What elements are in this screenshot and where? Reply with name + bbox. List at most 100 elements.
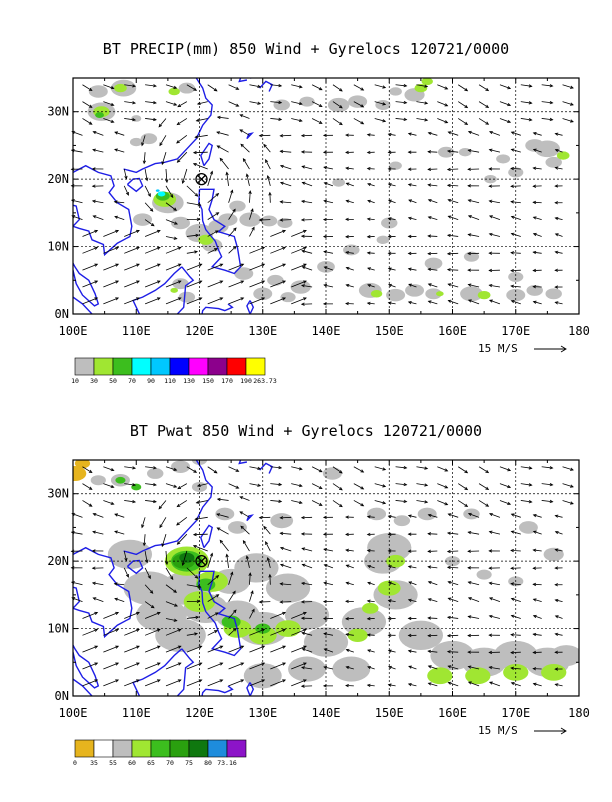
shade-cell: [343, 245, 359, 256]
shade-cell: [89, 85, 108, 98]
shade-cell: [544, 548, 564, 561]
colorbar-swatch: [189, 740, 208, 757]
latitude-label: 20N: [47, 554, 69, 568]
colorbar-label: 150: [202, 377, 214, 385]
shade-cell: [328, 98, 350, 112]
colorbar-label: 0: [73, 759, 77, 767]
shade-cell: [270, 513, 293, 528]
shade-cell: [158, 191, 166, 196]
longitude-label: 120E: [185, 706, 214, 720]
latitude-label: 30N: [47, 105, 69, 119]
colorbar-label: 10: [71, 377, 79, 385]
shade-cell: [459, 148, 472, 156]
shade-cell: [147, 468, 163, 479]
colorbar-swatch: [113, 740, 132, 757]
shade-cell: [133, 213, 152, 226]
shade-cell: [170, 288, 178, 293]
colorbar-label: 110: [164, 377, 176, 385]
longitude-label: 120E: [185, 324, 214, 338]
colorbar-swatch: [170, 740, 189, 757]
shading-layer: [64, 455, 583, 696]
shade-cell: [545, 288, 561, 299]
colorbar-label: 80: [204, 759, 212, 767]
shade-cell: [436, 291, 444, 296]
shade-cell: [422, 78, 433, 86]
shade-cell: [557, 151, 570, 159]
shade-cell: [239, 212, 261, 226]
shade-cell: [427, 667, 452, 684]
shade-cell: [267, 275, 283, 286]
shade-cell: [541, 664, 566, 681]
colorbar-swatch: [132, 740, 151, 757]
shade-cell: [425, 258, 443, 270]
shade-cell: [156, 189, 160, 192]
shade-cell: [394, 515, 410, 526]
shade-cell: [261, 216, 277, 227]
shade-cell: [418, 508, 437, 521]
shade-cell: [551, 645, 583, 666]
latitude-label: 30N: [47, 487, 69, 501]
colorbar-swatch: [132, 358, 151, 375]
colorbar-swatch: [75, 740, 94, 757]
longitude-label: 150E: [375, 324, 404, 338]
longitude-label: 170E: [501, 324, 530, 338]
shade-cell: [234, 267, 253, 280]
colorbar-swatch: [151, 740, 170, 757]
colorbar-swatch: [94, 358, 113, 375]
colorbar-label: 263.73: [253, 377, 277, 385]
longitude-label: 140E: [312, 706, 341, 720]
colorbar-label: 73.16: [217, 759, 237, 767]
colorbar-swatch: [227, 358, 246, 375]
shade-cell: [362, 603, 378, 614]
latitude-label: 0N: [55, 307, 69, 321]
colorbar-label: 60: [128, 759, 136, 767]
colorbar-swatch: [246, 358, 265, 375]
colorbar-swatch: [227, 740, 246, 757]
latitude-label: 0N: [55, 689, 69, 703]
shade-cell: [280, 292, 295, 302]
shade-cell: [348, 629, 368, 642]
shade-cell: [115, 477, 125, 484]
colorbar-swatch: [170, 358, 189, 375]
shade-cell: [95, 112, 104, 118]
wind-scale-label: 15 M/S: [478, 724, 518, 737]
longitude-label: 170E: [501, 706, 530, 720]
colorbar-swatch: [208, 358, 227, 375]
colorbar-swatch: [113, 358, 132, 375]
shade-cell: [130, 138, 143, 146]
colorbar-swatch: [189, 358, 208, 375]
longitude-label: 140E: [312, 324, 341, 338]
latitude-label: 20N: [47, 172, 69, 186]
shade-cell: [274, 100, 290, 111]
shade-cell: [332, 656, 370, 681]
latitude-label: 10N: [47, 240, 69, 254]
longitude-label: 110E: [122, 324, 151, 338]
shade-cell: [229, 201, 245, 212]
latitude-label: 10N: [47, 622, 69, 636]
shade-cell: [266, 573, 310, 602]
longitude-label: 100E: [59, 706, 88, 720]
shade-cell: [228, 521, 247, 534]
shade-cell: [377, 236, 390, 244]
shade-cell: [332, 178, 345, 186]
shade-cell: [389, 87, 402, 95]
shade-cell: [169, 88, 180, 96]
panel-2-title: BT Pwat 850 Wind + Gyrelocs 120721/0000: [0, 422, 612, 440]
panel-1-title: BT PRECIP(mm) 850 Wind + Gyrelocs 120721…: [0, 40, 612, 58]
shade-cell: [508, 272, 523, 282]
longitude-label: 180: [568, 324, 590, 338]
colorbar-label: 50: [109, 377, 117, 385]
shade-cell: [288, 656, 326, 681]
shade-cell: [275, 620, 300, 637]
colorbar-label: 35: [90, 759, 98, 767]
colorbar-label: 130: [183, 377, 195, 385]
wind-scale-label: 15 M/S: [478, 342, 518, 355]
colorbar-label: 170: [221, 377, 233, 385]
longitude-label: 100E: [59, 324, 88, 338]
colorbar-label: 70: [128, 377, 136, 385]
colorbar-label: 90: [147, 377, 155, 385]
shade-cell: [179, 292, 195, 303]
colorbar-label: 55: [109, 759, 117, 767]
shade-cell: [463, 509, 479, 520]
